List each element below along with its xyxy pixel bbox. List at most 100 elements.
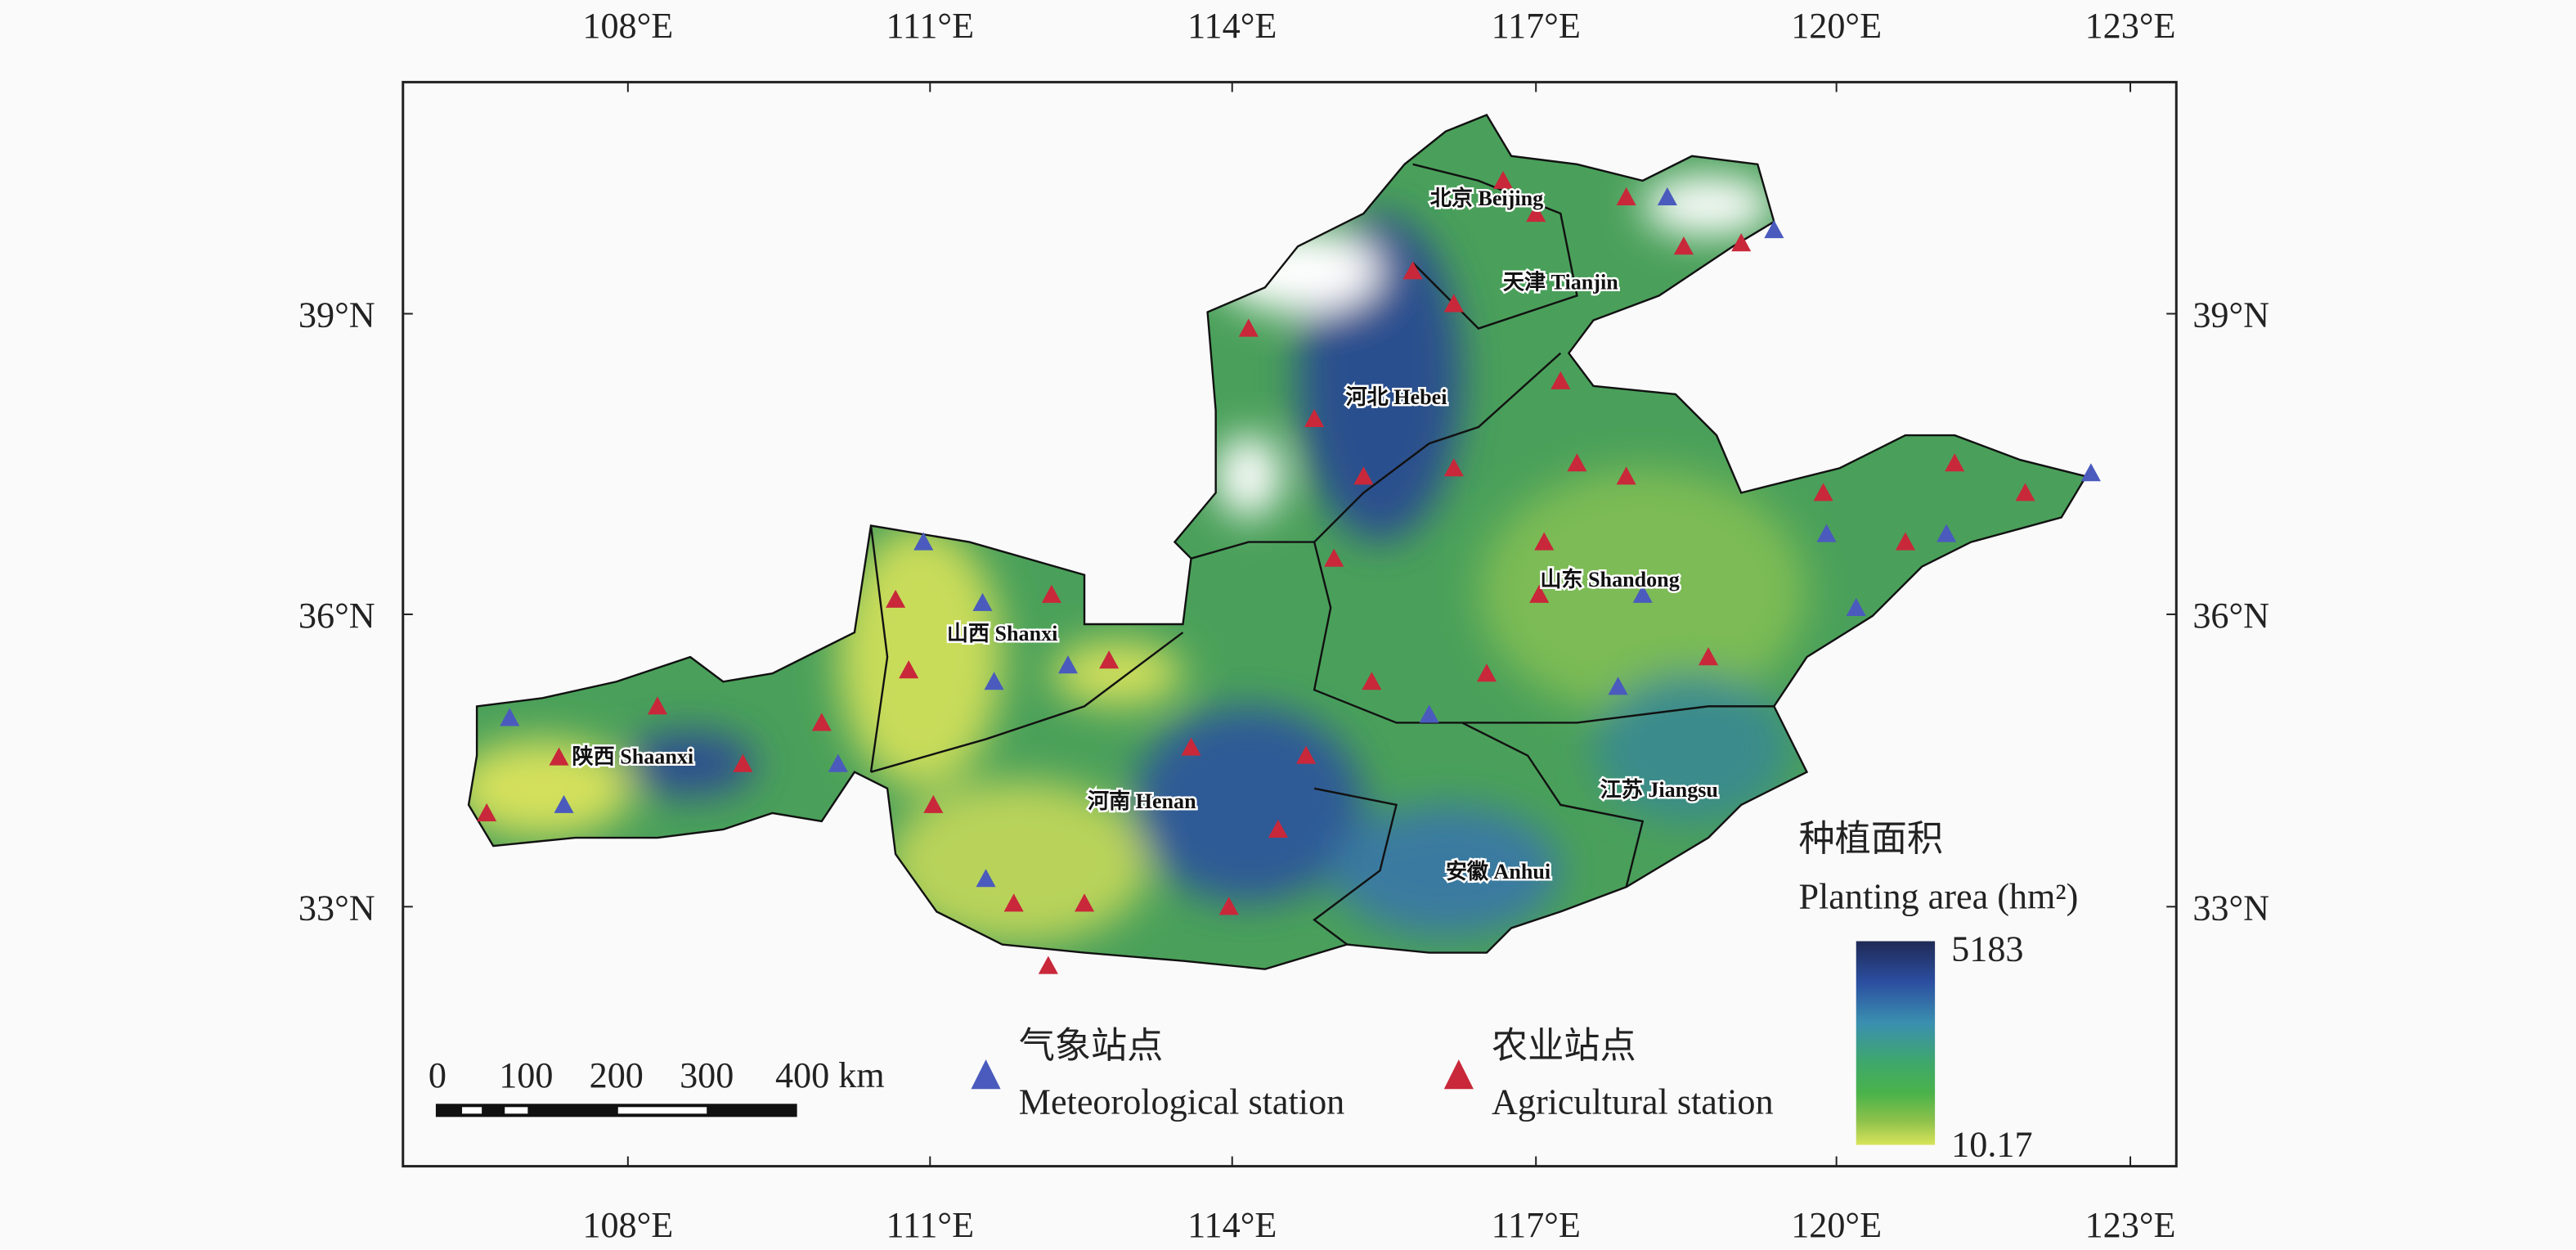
scale-bar xyxy=(435,1104,797,1117)
province-border xyxy=(870,632,1184,773)
agricultural-station xyxy=(1526,203,1546,223)
province-label: 安徽 Anhui xyxy=(1446,860,1551,884)
lat-label-right: 36°N xyxy=(2192,596,2269,636)
raster-patch xyxy=(469,739,633,839)
raster-gap xyxy=(1215,435,1281,518)
agricultural-station xyxy=(1181,737,1201,756)
labels: 北京 Beijing 天津 Tianjin 河北 Hebei 山东 Shandong 山… xyxy=(570,183,1720,885)
legend-meteorological-zh: 气象站点 xyxy=(1019,1026,1164,1066)
agricultural-station xyxy=(1492,170,1514,189)
colorbar-max: 5183 xyxy=(1951,929,2023,969)
lon-label-top: 123°E xyxy=(2085,6,2176,46)
lon-label-bottom: 114°E xyxy=(1187,1205,1277,1245)
province-border xyxy=(1411,163,1578,330)
province-label: 北京 Beijing xyxy=(1430,186,1543,210)
agricultural-station xyxy=(1945,453,1965,472)
agricultural-station xyxy=(811,713,832,731)
scale-bar-label: 300 xyxy=(680,1055,734,1095)
scale-bar-label: 200 xyxy=(590,1055,644,1095)
agricultural-station xyxy=(477,803,497,821)
raster-patch xyxy=(624,731,756,797)
agricultural-station xyxy=(1268,819,1288,839)
agricultural-station xyxy=(1567,453,1587,472)
meteorological-station xyxy=(1846,597,1866,616)
scale-bar-label: 400 km xyxy=(775,1055,885,1095)
agricultural-station xyxy=(1041,584,1061,603)
raster-gap xyxy=(1642,175,1775,236)
agricultural-station xyxy=(733,753,753,772)
agricultural-station xyxy=(549,747,569,766)
agricultural-station xyxy=(1296,745,1317,764)
lat-label-left: 39°N xyxy=(298,295,375,335)
scale-bar-label: 100 xyxy=(499,1055,553,1095)
agricultural-station xyxy=(1673,236,1694,255)
province-border xyxy=(1191,352,1562,560)
meteorological-station xyxy=(2080,463,2101,482)
agricultural-station xyxy=(886,589,906,608)
agricultural-station xyxy=(1698,647,1719,666)
meteorological-station xyxy=(1764,220,1784,239)
province-label: 山东 Shandong xyxy=(1540,567,1679,591)
province-border xyxy=(869,525,889,772)
province-label: 陕西 Shaanxi xyxy=(572,745,694,769)
meteorological-station xyxy=(828,753,848,772)
agricultural-station xyxy=(1324,548,1344,567)
agricultural-station xyxy=(1534,532,1555,551)
lon-label-top: 114°E xyxy=(1187,6,1277,46)
agricultural-station xyxy=(1476,663,1497,682)
agricultural-station xyxy=(1443,458,1464,477)
meteorological-station xyxy=(1419,704,1439,723)
lon-label-bottom: 120°E xyxy=(1791,1205,1882,1245)
meteorological-station xyxy=(500,708,520,726)
agricultural-station xyxy=(1402,261,1423,280)
meteorological-station xyxy=(1608,677,1628,695)
agricultural-station xyxy=(1038,955,1058,974)
agricultural-station xyxy=(647,696,668,715)
lat-label-left: 33°N xyxy=(298,888,375,928)
province-label: 河南 Henan xyxy=(1088,789,1196,813)
meteorological-station xyxy=(554,794,574,813)
agricultural-station xyxy=(1813,483,1833,501)
meteorological-station xyxy=(1816,524,1837,542)
legend-title-zh: 种植面积 xyxy=(1798,819,1943,859)
scale-bar-segment xyxy=(462,1107,482,1114)
agricultural-station xyxy=(1529,584,1550,603)
agricultural-station xyxy=(1616,187,1636,205)
colorbar xyxy=(1856,941,1936,1145)
legend-agricultural-en: Agricultural station xyxy=(1492,1081,1774,1122)
meteorological-station xyxy=(1657,187,1677,205)
agricultural-station xyxy=(923,794,944,813)
agricultural-station xyxy=(1353,466,1374,485)
province-borders xyxy=(467,114,2088,970)
province-border xyxy=(1313,542,1462,724)
lon-label-top: 108°E xyxy=(582,6,673,46)
scale-bar-segment xyxy=(617,1107,707,1114)
legend-agricultural-marker xyxy=(1443,1059,1474,1090)
lon-label-top: 120°E xyxy=(1791,6,1882,46)
stations xyxy=(477,170,2101,974)
lon-label-bottom: 111°E xyxy=(886,1205,974,1245)
meteorological-station xyxy=(1632,584,1653,603)
agricultural-station xyxy=(1074,893,1095,912)
colorbar-min: 10.17 xyxy=(1951,1125,2032,1165)
legend-meteorological-marker xyxy=(971,1059,1001,1090)
agricultural-station xyxy=(1443,294,1464,312)
scale-bar-bg xyxy=(435,1104,797,1117)
agricultural-station xyxy=(1003,893,1024,912)
agricultural-station xyxy=(1551,371,1571,389)
meteorological-station xyxy=(972,592,993,611)
agricultural-station xyxy=(1895,532,1916,551)
meteorological-station xyxy=(984,672,1004,690)
lon-label-bottom: 123°E xyxy=(2085,1205,2176,1245)
lon-label-bottom: 117°E xyxy=(1492,1205,1581,1245)
agricultural-station xyxy=(1218,897,1239,915)
meteorological-station xyxy=(1936,524,1957,542)
province-border xyxy=(1313,787,1398,946)
province-border xyxy=(1461,722,1645,888)
province-label: 江苏 Jiangsu xyxy=(1600,778,1718,802)
legend-agricultural-zh: 农业站点 xyxy=(1492,1026,1636,1066)
province-label: 河北 Hebei xyxy=(1346,385,1447,409)
